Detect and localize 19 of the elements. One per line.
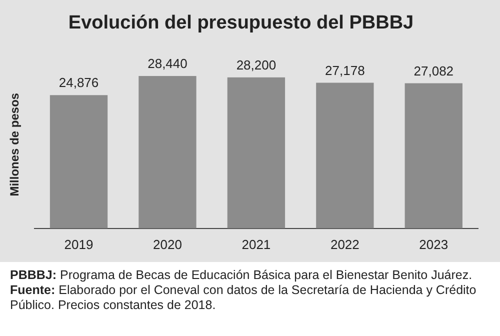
data-label: 27,178 (325, 62, 365, 78)
chart-title: Evolución del presupuesto del PBBBJ (68, 12, 414, 34)
data-label: 24,876 (58, 75, 99, 90)
x-tick-label: 2021 (242, 236, 271, 252)
bar (404, 83, 462, 228)
text: PBBBJ: Programa de Becas de Educación Básica para el Bienestar Benito Juárez. (10, 268, 472, 282)
y-axis-title: Millones de pesos (8, 92, 22, 196)
x-tick-label: 2019 (64, 236, 94, 252)
bar (227, 77, 286, 228)
bar (316, 82, 374, 228)
x-tick-label: 2020 (153, 236, 182, 252)
bar (50, 95, 108, 228)
x-tick-label: 2023 (419, 236, 448, 252)
x-tick-label: 2022 (330, 236, 360, 252)
data-label: 28,440 (148, 56, 188, 72)
bar (138, 76, 196, 228)
source-note: Fuente: Elaborado por el Coneval con datos de la Secretaría de Hacienda y Crédito Público. Precios constantes de 2018. (10, 283, 476, 312)
data-label: 27,082 (414, 63, 454, 78)
data-label: 28,200 (236, 57, 276, 72)
